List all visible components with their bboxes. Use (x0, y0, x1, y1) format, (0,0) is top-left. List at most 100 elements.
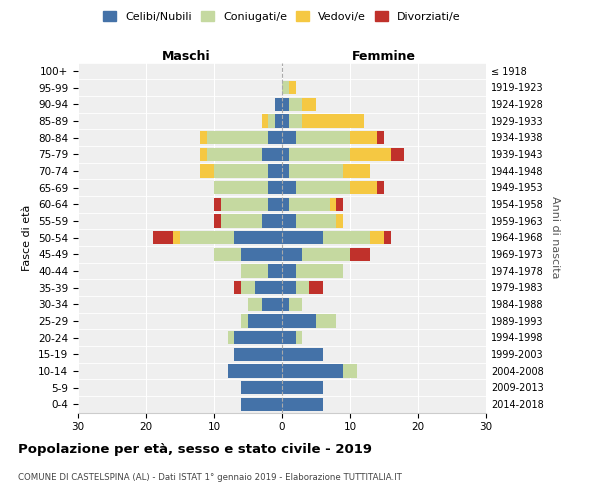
Bar (173, 231, 180, 244)
Bar (180, 231, 235, 244)
Bar (296, 281, 309, 294)
Bar (282, 364, 343, 378)
Bar (282, 298, 289, 311)
Bar (289, 164, 343, 177)
Bar (268, 114, 275, 128)
Bar (391, 148, 404, 161)
Bar (329, 198, 337, 211)
Bar (282, 314, 316, 328)
Bar (214, 164, 268, 177)
Bar (282, 164, 289, 177)
Bar (214, 198, 221, 211)
Text: Maschi: Maschi (161, 50, 211, 62)
Bar (268, 164, 282, 177)
Bar (248, 298, 262, 311)
Bar (343, 164, 370, 177)
Bar (343, 364, 357, 378)
Bar (227, 364, 282, 378)
Bar (282, 248, 302, 261)
Bar (214, 181, 268, 194)
Bar (200, 148, 207, 161)
Bar (289, 148, 350, 161)
Bar (282, 198, 289, 211)
Bar (227, 331, 235, 344)
Bar (302, 98, 316, 111)
Bar (241, 281, 255, 294)
Bar (296, 131, 350, 144)
Bar (289, 81, 296, 94)
Bar (214, 214, 221, 228)
Bar (235, 281, 241, 294)
Bar (282, 231, 323, 244)
Bar (302, 248, 350, 261)
Bar (337, 198, 343, 211)
Y-axis label: Anni di nascita: Anni di nascita (550, 196, 560, 278)
Bar (262, 114, 268, 128)
Bar (207, 148, 262, 161)
Bar (377, 181, 384, 194)
Bar (296, 264, 343, 278)
Bar (282, 148, 289, 161)
Bar (235, 231, 282, 244)
Bar (262, 298, 282, 311)
Bar (268, 181, 282, 194)
Bar (221, 214, 262, 228)
Bar (282, 214, 296, 228)
Bar (316, 314, 337, 328)
Bar (296, 214, 337, 228)
Bar (241, 248, 282, 261)
Bar (248, 314, 282, 328)
Bar (296, 331, 302, 344)
Bar (282, 381, 323, 394)
Bar (350, 148, 391, 161)
Text: Femmine: Femmine (352, 50, 416, 62)
Bar (302, 114, 364, 128)
Bar (255, 281, 282, 294)
Bar (153, 231, 173, 244)
Bar (296, 181, 350, 194)
Bar (289, 198, 329, 211)
Bar (282, 264, 296, 278)
Bar (370, 231, 384, 244)
Bar (309, 281, 323, 294)
Bar (282, 281, 296, 294)
Bar (282, 348, 323, 361)
Bar (200, 131, 207, 144)
Bar (282, 398, 323, 411)
Bar (268, 264, 282, 278)
Bar (268, 198, 282, 211)
Bar (282, 181, 296, 194)
Y-axis label: Fasce di età: Fasce di età (22, 204, 32, 270)
Legend: Celibi/Nubili, Coniugati/e, Vedovi/e, Divorziati/e: Celibi/Nubili, Coniugati/e, Vedovi/e, Di… (100, 8, 464, 25)
Bar (262, 148, 282, 161)
Bar (282, 81, 289, 94)
Bar (282, 131, 296, 144)
Bar (377, 131, 384, 144)
Bar (282, 98, 289, 111)
Bar (235, 348, 282, 361)
Text: Popolazione per età, sesso e stato civile - 2019: Popolazione per età, sesso e stato civil… (18, 442, 372, 456)
Bar (235, 331, 282, 344)
Bar (241, 314, 248, 328)
Bar (289, 114, 302, 128)
Bar (350, 248, 370, 261)
Bar (275, 114, 282, 128)
Bar (337, 214, 343, 228)
Bar (207, 131, 268, 144)
Bar (350, 181, 377, 194)
Bar (200, 164, 214, 177)
Bar (221, 198, 268, 211)
Bar (241, 398, 282, 411)
Bar (323, 231, 370, 244)
Bar (289, 98, 302, 111)
Bar (214, 248, 241, 261)
Bar (241, 381, 282, 394)
Bar (241, 264, 268, 278)
Bar (282, 114, 289, 128)
Bar (275, 98, 282, 111)
Bar (268, 131, 282, 144)
Text: COMUNE DI CASTELSPINA (AL) - Dati ISTAT 1° gennaio 2019 - Elaborazione TUTTITALI: COMUNE DI CASTELSPINA (AL) - Dati ISTAT … (18, 472, 402, 482)
Bar (289, 298, 302, 311)
Bar (262, 214, 282, 228)
Bar (350, 131, 377, 144)
